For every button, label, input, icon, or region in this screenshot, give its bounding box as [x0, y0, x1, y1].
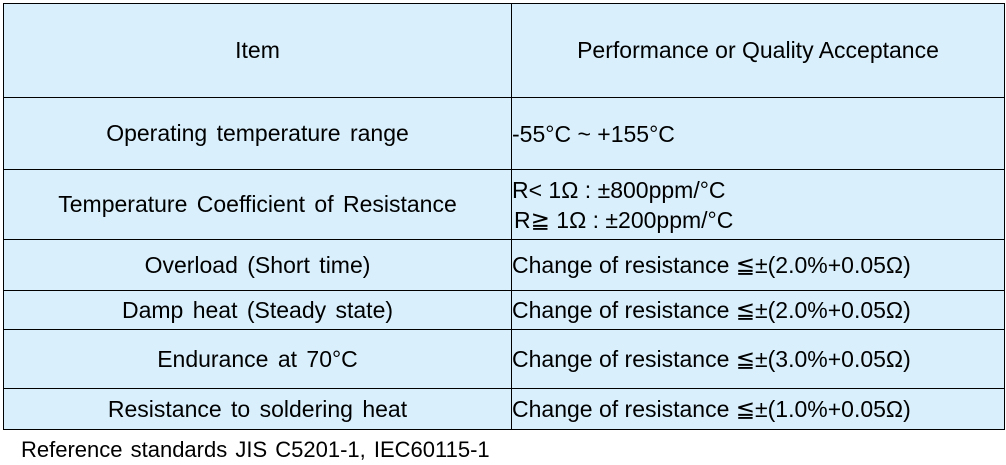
table-header-row: Item Performance or Quality Acceptance [3, 3, 1005, 98]
row-performance: R< 1Ω : ±800ppm/°C R≧ 1Ω : ±200ppm/°C [511, 169, 1005, 240]
header-performance: Performance or Quality Acceptance [511, 3, 1005, 98]
row-performance: Change of resistance ≦±(3.0%+0.05Ω) [511, 329, 1005, 389]
table-row: Resistance to soldering heat Change of r… [3, 388, 1005, 430]
row-performance: -55°C ~ +155°C [511, 97, 1005, 170]
row-item-label: Temperature Coefficient of Resistance [3, 169, 512, 240]
row-item-label: Damp heat (Steady state) [3, 290, 512, 330]
table-row: Endurance at 70°C Change of resistance ≦… [3, 329, 1005, 389]
row-item-label: Resistance to soldering heat [3, 388, 512, 430]
spec-table: Item Performance or Quality Acceptance O… [3, 3, 1005, 430]
table-row: Temperature Coefficient of Resistance R<… [3, 169, 1005, 240]
row-performance: Change of resistance ≦±(2.0%+0.05Ω) [511, 239, 1005, 291]
performance-line: R≧ 1Ω : ±200ppm/°C [514, 206, 734, 233]
row-item-label: Endurance at 70°C [3, 329, 512, 389]
reference-standards-note: Reference standards JIS C5201-1, IEC6011… [21, 437, 490, 462]
performance-line: Change of resistance ≦±(1.0%+0.05Ω) [512, 396, 911, 422]
row-item-label: Operating temperature range [3, 97, 512, 170]
performance-line: Change of resistance ≦±(2.0%+0.05Ω) [512, 297, 911, 323]
header-item: Item [3, 3, 512, 98]
row-performance: Change of resistance ≦±(2.0%+0.05Ω) [511, 290, 1005, 330]
performance-line: R< 1Ω : ±800ppm/°C [512, 176, 726, 203]
performance-line: Change of resistance ≦±(3.0%+0.05Ω) [512, 346, 911, 372]
row-item-label: Overload (Short time) [3, 239, 512, 291]
table-row: Operating temperature range -55°C ~ +155… [3, 97, 1005, 170]
row-performance: Change of resistance ≦±(1.0%+0.05Ω) [511, 388, 1005, 430]
table-row: Overload (Short time) Change of resistan… [3, 239, 1005, 291]
performance-line: -55°C ~ +155°C [512, 120, 675, 147]
table-row: Damp heat (Steady state) Change of resis… [3, 290, 1005, 330]
performance-line: Change of resistance ≦±(2.0%+0.05Ω) [512, 252, 911, 278]
